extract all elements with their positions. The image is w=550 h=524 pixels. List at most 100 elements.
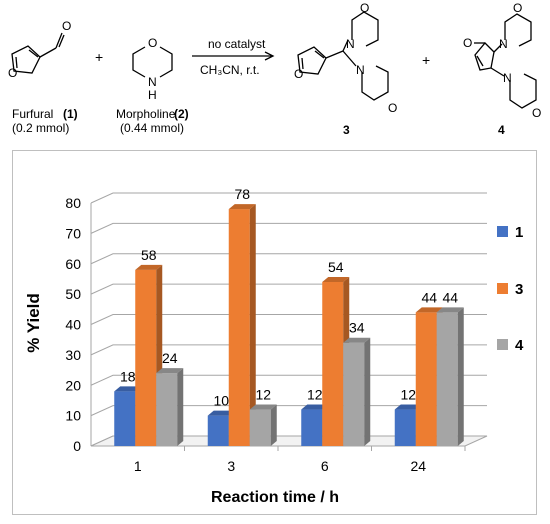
atom-n: N bbox=[356, 63, 365, 77]
data-label: 12 bbox=[307, 387, 323, 403]
bar bbox=[228, 209, 250, 446]
atom-o: O bbox=[294, 67, 303, 81]
legend-label: 3 bbox=[515, 281, 523, 298]
bar-top bbox=[228, 204, 256, 210]
product-4-structure bbox=[474, 13, 537, 109]
atom-o: O bbox=[360, 1, 369, 15]
atom-h: H bbox=[148, 88, 157, 102]
atom-o: O bbox=[8, 66, 17, 80]
axes: 0 10 20 30 40 50 60 70 80 1 3 6 24 bbox=[65, 195, 466, 474]
bar-top bbox=[322, 276, 350, 282]
atom-o: O bbox=[148, 36, 157, 50]
x-tick-label: 6 bbox=[321, 458, 329, 474]
reagent1-name: Furfural bbox=[12, 107, 53, 121]
bar bbox=[343, 342, 365, 446]
furfural-structure bbox=[11, 32, 65, 74]
bar bbox=[394, 409, 416, 446]
reagent1-num: (1) bbox=[63, 107, 78, 121]
bar bbox=[415, 312, 437, 446]
reagent2-name: Morpholine bbox=[116, 107, 176, 121]
reagent1-amount: (0.2 mmol) bbox=[12, 121, 69, 135]
y-axis-title: % Yield bbox=[24, 293, 43, 353]
legend: 1 3 4 bbox=[497, 224, 524, 354]
bar bbox=[301, 409, 323, 446]
x-axis-title: Reaction time / h bbox=[211, 489, 339, 506]
legend-swatch bbox=[497, 283, 508, 294]
data-label: 44 bbox=[421, 289, 437, 305]
legend-label: 1 bbox=[515, 224, 523, 241]
data-labels: 18 58 24 10 78 12 12 54 34 12 44 44 bbox=[120, 186, 458, 409]
product-3-structure bbox=[297, 11, 389, 101]
y-tick-label: 10 bbox=[65, 408, 81, 424]
bar bbox=[249, 409, 271, 446]
grid bbox=[90, 192, 488, 447]
atom-n: N bbox=[499, 37, 508, 51]
reaction-scheme: O O O N H O N O N O O N O N O + + no cat… bbox=[8, 1, 541, 137]
legend-swatch bbox=[497, 226, 508, 237]
atom-n: N bbox=[148, 75, 157, 89]
x-tick-label: 3 bbox=[227, 458, 235, 474]
bar-top bbox=[156, 368, 184, 374]
morpholine-structure bbox=[132, 46, 173, 78]
bars bbox=[114, 204, 464, 446]
atom-o: O bbox=[388, 101, 397, 115]
product-4-label: 4 bbox=[498, 123, 505, 137]
gridline bbox=[90, 192, 487, 204]
bar-side bbox=[177, 368, 184, 446]
bar-top bbox=[114, 386, 142, 392]
data-label: 54 bbox=[328, 259, 344, 275]
bar-top bbox=[249, 404, 277, 410]
bar-top bbox=[135, 264, 163, 270]
reagent2-num: (2) bbox=[174, 107, 189, 121]
bar bbox=[156, 373, 178, 446]
data-label: 58 bbox=[141, 247, 157, 263]
atom-n: N bbox=[346, 37, 355, 51]
data-label: 78 bbox=[234, 186, 250, 202]
y-tick-label: 40 bbox=[65, 317, 81, 333]
data-label: 44 bbox=[442, 289, 458, 305]
bar-top bbox=[207, 410, 235, 416]
legend-swatch bbox=[497, 339, 508, 350]
plus-sign: + bbox=[95, 49, 103, 65]
bar bbox=[322, 281, 344, 446]
atom-o: O bbox=[62, 19, 71, 33]
data-label: 12 bbox=[255, 387, 271, 403]
y-tick-label: 30 bbox=[65, 347, 81, 363]
bar bbox=[207, 415, 229, 446]
data-label: 18 bbox=[120, 368, 136, 384]
bar bbox=[135, 269, 157, 446]
plus-sign: + bbox=[422, 52, 430, 68]
product-3-label: 3 bbox=[343, 123, 350, 137]
condition-bottom: CH₃CN, r.t. bbox=[200, 63, 260, 77]
data-label: 34 bbox=[349, 320, 365, 336]
bar bbox=[436, 312, 458, 446]
bar-side bbox=[364, 337, 371, 446]
reagent2-amount: (0.44 mmol) bbox=[120, 121, 184, 135]
condition-top: no catalyst bbox=[208, 37, 266, 51]
bar-top bbox=[415, 307, 443, 313]
bar-top bbox=[343, 337, 371, 343]
legend-label: 4 bbox=[515, 337, 524, 354]
bar-top bbox=[301, 404, 329, 410]
atom-o: O bbox=[463, 36, 472, 50]
y-tick-label: 20 bbox=[65, 377, 81, 393]
y-tick-label: 60 bbox=[65, 256, 81, 272]
bar-side bbox=[270, 404, 277, 446]
data-label: 12 bbox=[400, 387, 416, 403]
bar-top bbox=[394, 404, 422, 410]
y-tick-label: 80 bbox=[65, 195, 81, 211]
x-tick-label: 24 bbox=[410, 458, 426, 474]
atom-n: N bbox=[503, 71, 512, 85]
y-tick-label: 70 bbox=[65, 225, 81, 241]
data-label: 24 bbox=[162, 350, 178, 366]
bar-side bbox=[249, 204, 256, 446]
atom-o: O bbox=[532, 106, 541, 120]
reaction-arrow bbox=[192, 51, 275, 61]
gridline bbox=[90, 253, 487, 265]
x-tick-label: 1 bbox=[134, 458, 142, 474]
data-label: 10 bbox=[213, 393, 229, 409]
bar bbox=[114, 391, 136, 446]
y-tick-label: 50 bbox=[65, 286, 81, 302]
gridline bbox=[90, 222, 487, 234]
